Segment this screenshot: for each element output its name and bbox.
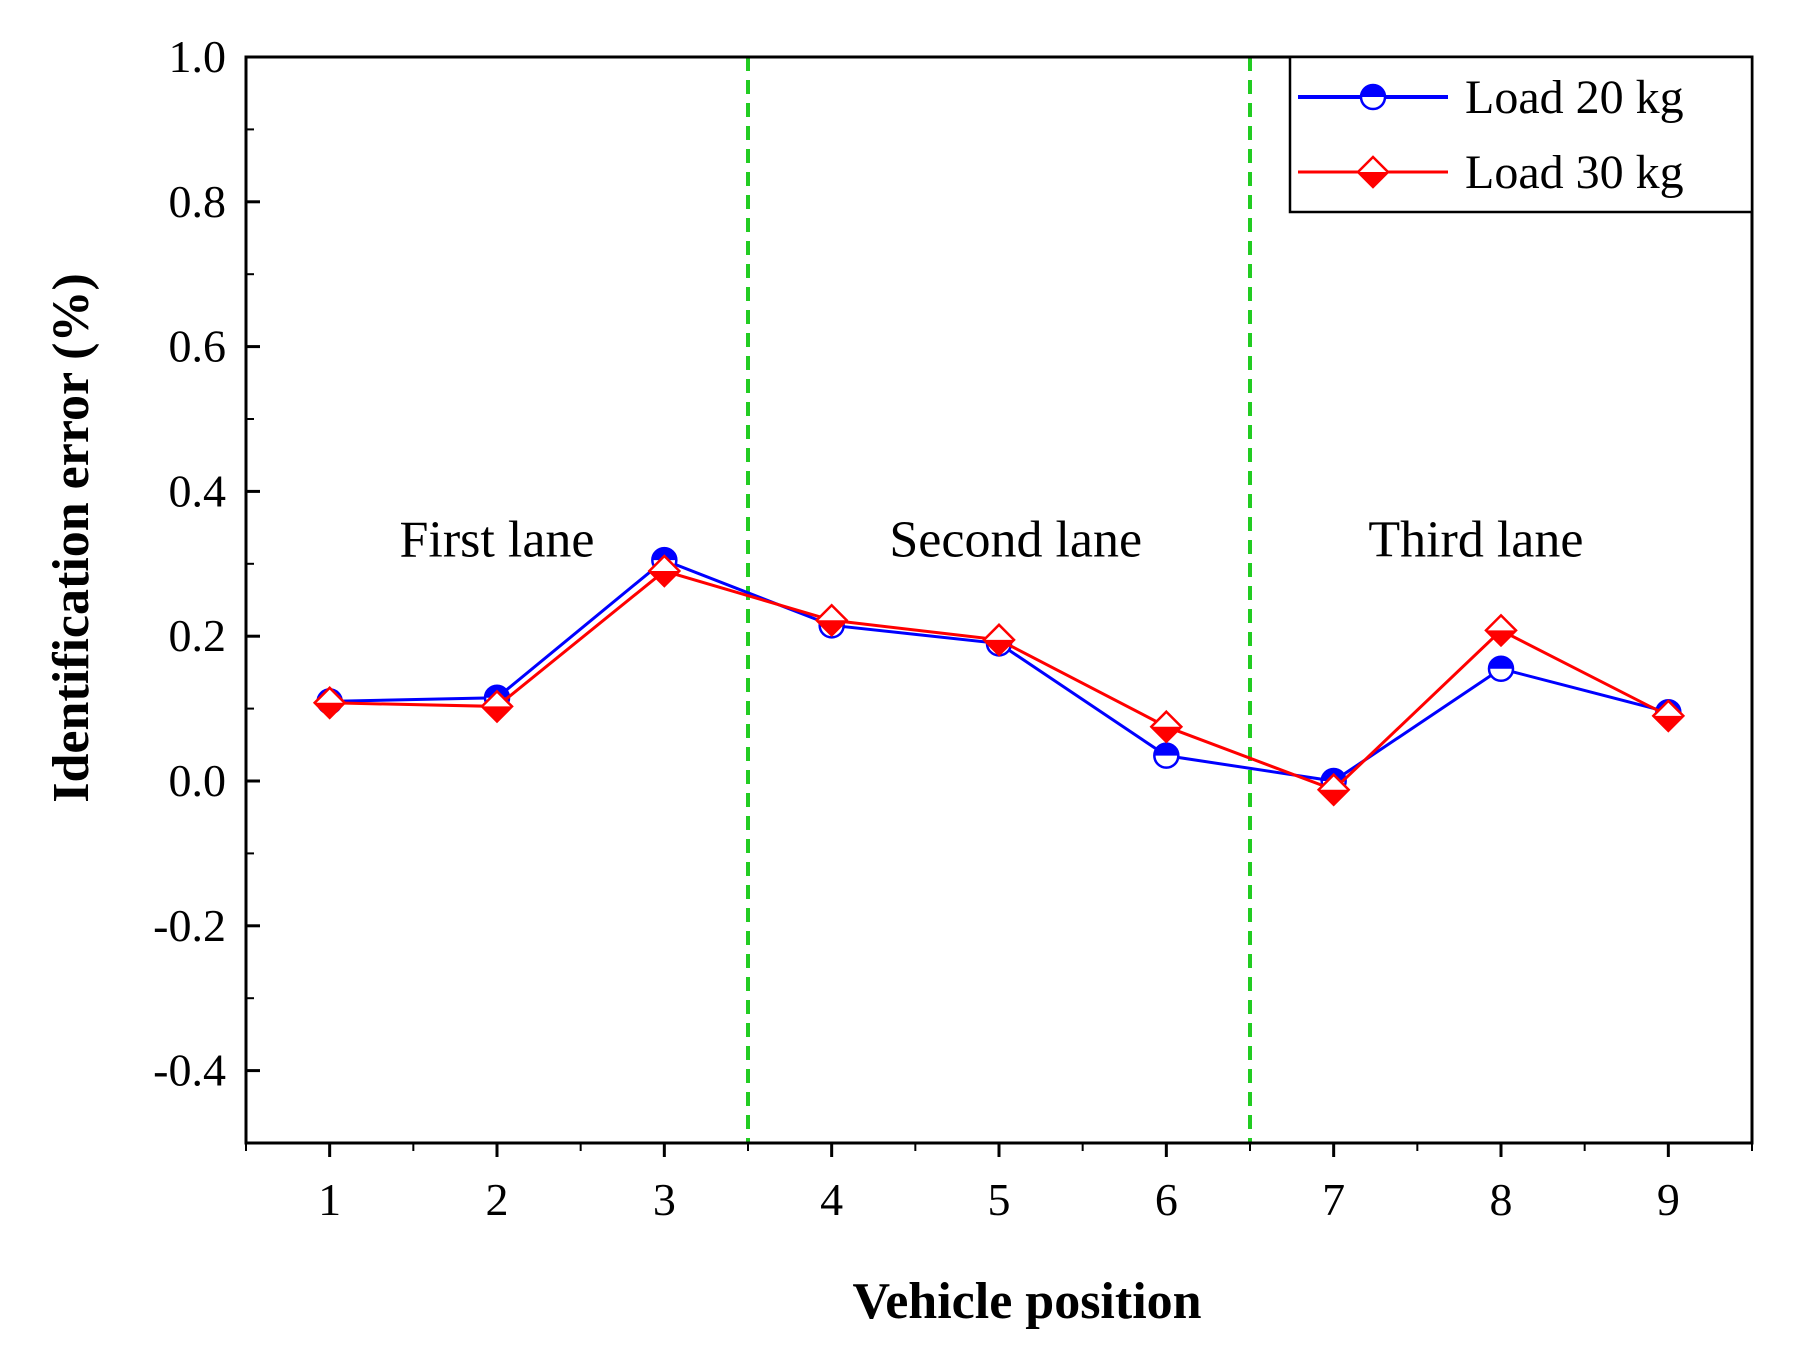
region-label: Third lane: [1368, 512, 1583, 569]
legend-label: Load 30 kg: [1465, 146, 1684, 199]
y-tick-label: 0.2: [169, 610, 227, 661]
y-tick-label: -0.4: [153, 1045, 226, 1096]
y-tick-label: 0.6: [169, 321, 227, 372]
y-tick-label: 0.8: [169, 176, 227, 227]
series-line-1: [329, 558, 1669, 783]
x-axis-title: Vehicle position: [852, 1273, 1201, 1330]
marker-fill: [984, 639, 1014, 655]
marker-fill: [1151, 726, 1182, 742]
series: [312, 546, 1686, 807]
x-tick-label: 3: [653, 1174, 676, 1225]
y-axis-title: Identification error (%): [43, 273, 100, 803]
legend-box: [1288, 55, 1754, 214]
marker-fill: [314, 702, 345, 718]
data-point: [982, 623, 1016, 657]
data-point: [647, 554, 682, 588]
y-tick-label: -0.2: [153, 900, 226, 951]
x-tick-label: 7: [1322, 1174, 1345, 1225]
marker-fill: [652, 548, 677, 561]
x-tick-label: 9: [1657, 1174, 1680, 1225]
plot-frame: [244, 55, 1754, 1145]
y-tick-label: 0.0: [169, 755, 227, 806]
y-tick-label: 1.0: [169, 31, 227, 82]
data-point: [1149, 709, 1184, 744]
data-point: [1153, 742, 1180, 769]
data-point: [312, 686, 347, 720]
legend-marker-fill: [1361, 85, 1385, 97]
data-point: [1651, 699, 1686, 733]
region-label: Second lane: [889, 512, 1142, 569]
data-point: [1316, 772, 1351, 807]
x-tick-label: 4: [820, 1174, 843, 1225]
axes: [244, 55, 1754, 1145]
legend-label: Load 20 kg: [1465, 71, 1684, 124]
region-label: First lane: [400, 512, 595, 569]
data-point: [1484, 613, 1518, 648]
region-annotations: First lane Second lane Third lane: [400, 512, 1584, 569]
legend-marker-fill: [1358, 172, 1388, 187]
legend: Load 20 kg Load 30 kg: [1288, 55, 1754, 214]
series-line-2: [329, 569, 1670, 792]
y-tick-label: 0.4: [169, 465, 227, 516]
marker-fill: [816, 620, 847, 636]
data-point: [1487, 655, 1515, 683]
x-tick-label: 6: [1155, 1174, 1178, 1225]
marker-fill: [482, 706, 512, 722]
x-tick-label: 2: [486, 1174, 509, 1225]
data-point: [480, 689, 514, 724]
marker-fill: [1653, 715, 1684, 731]
marker-fill: [1489, 656, 1513, 669]
marker-fill: [1486, 630, 1516, 646]
x-tick-label: 5: [988, 1174, 1011, 1225]
x-tick-label: 1: [318, 1174, 341, 1225]
lane-dividers: [746, 57, 1252, 1143]
marker-fill: [1154, 743, 1179, 756]
x-tick-label: 8: [1490, 1174, 1513, 1225]
ticks: -0.4 -0.2 0.0 0.2 0.4 0.6 0.8 1.0 1 2 3 4 5 6 7 8 9: [153, 31, 1753, 1225]
marker-fill: [1318, 789, 1349, 805]
marker-fill: [649, 571, 680, 587]
data-point: [814, 603, 849, 638]
